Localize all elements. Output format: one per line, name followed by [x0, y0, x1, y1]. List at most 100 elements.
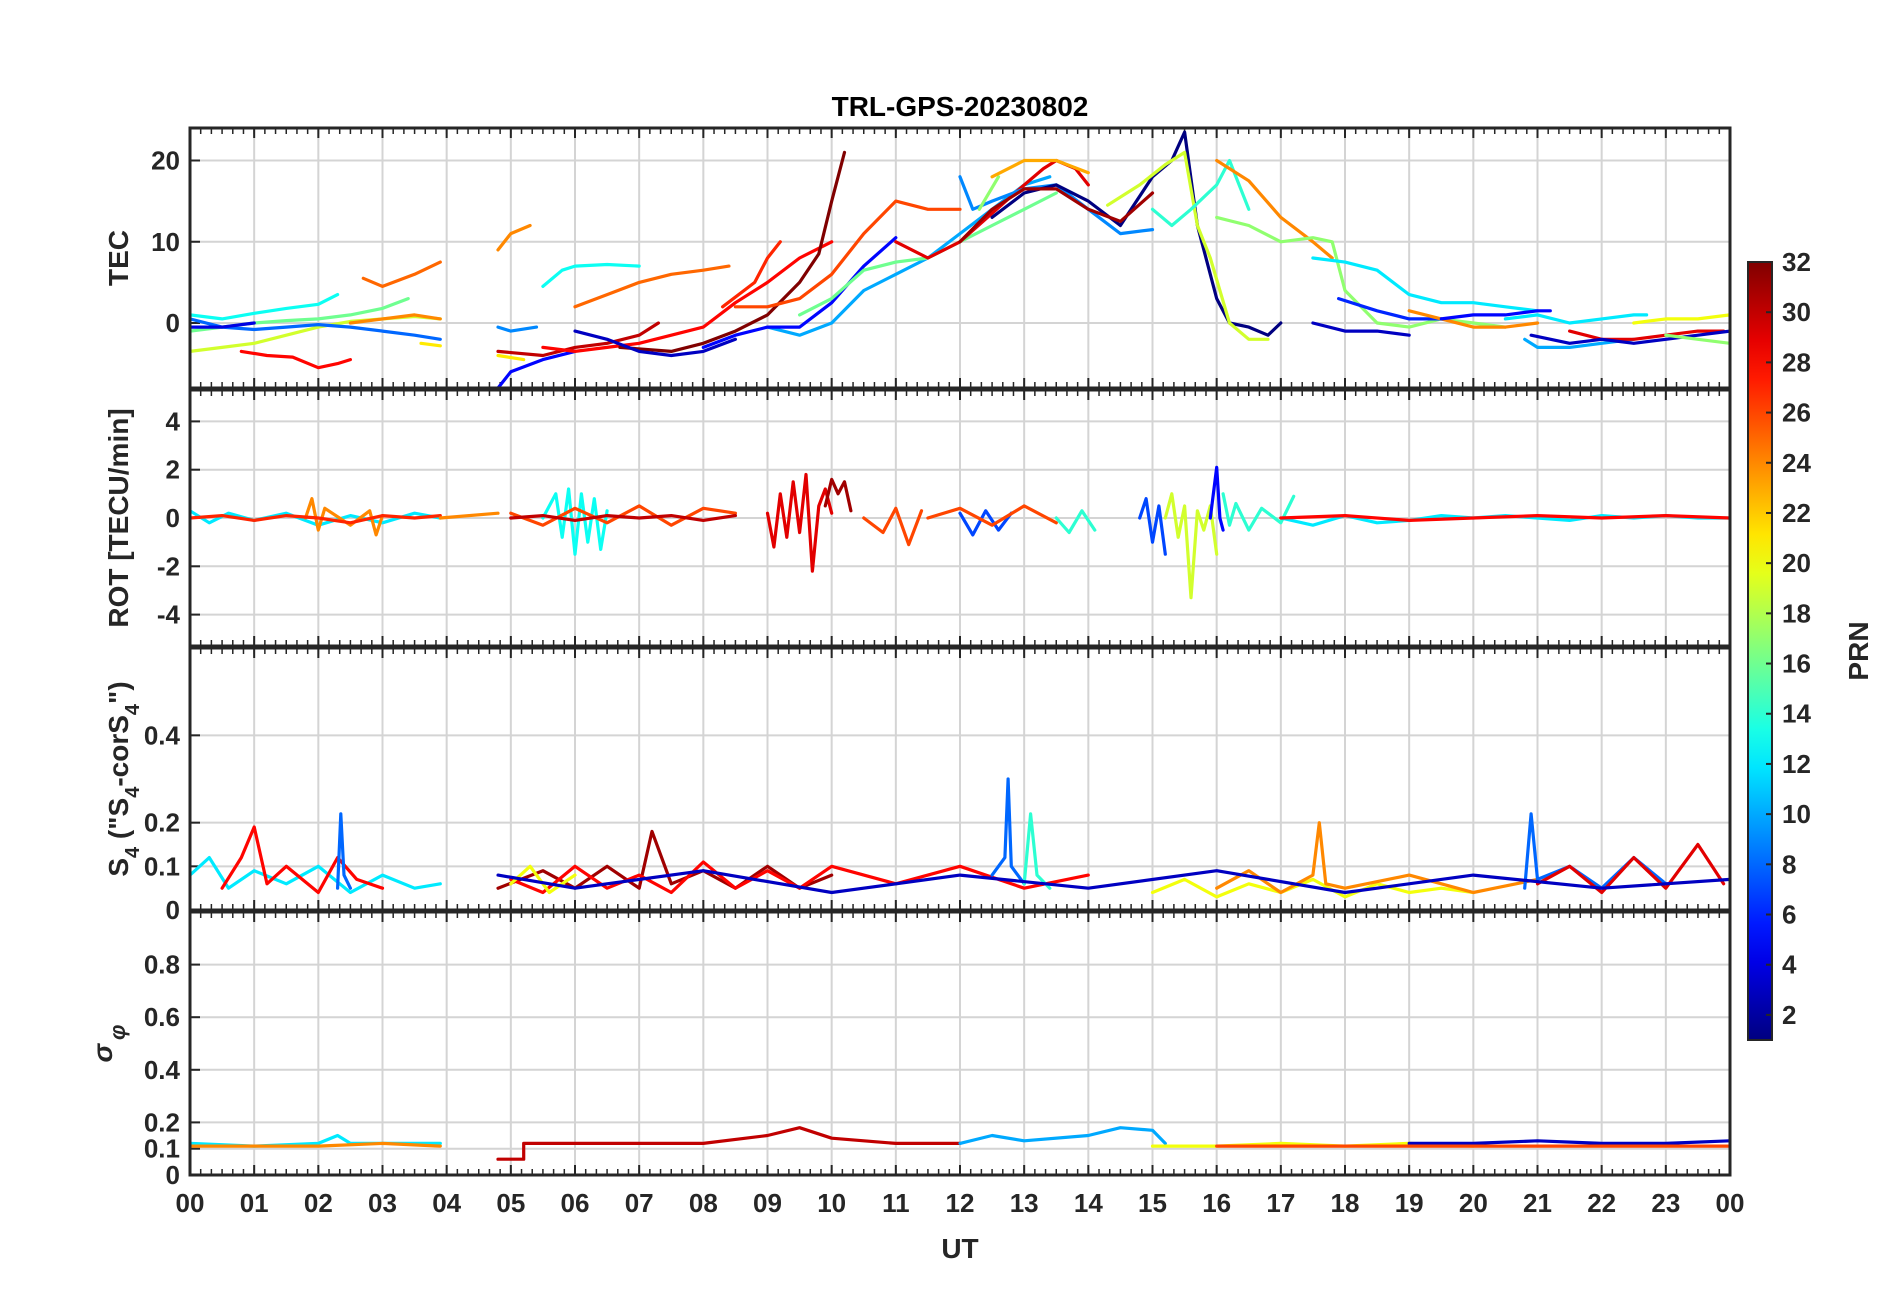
x-tick-label: 16 — [1202, 1188, 1231, 1218]
colorbar-tick-label: 4 — [1782, 950, 1797, 980]
x-tick-label: 19 — [1395, 1188, 1424, 1218]
colorbar-tick-label: 28 — [1782, 347, 1811, 377]
colorbar-gradient — [1747, 261, 1773, 1041]
tec-series-prn-9 — [496, 325, 539, 333]
tec-series-prn-13 — [190, 293, 340, 321]
tec-series-prn-30 — [496, 321, 661, 358]
s4-series-prn-31 — [496, 829, 834, 890]
tec-series-prn-25 — [361, 260, 442, 288]
sigma-phi-ytick-label: 0.1 — [144, 1134, 180, 1164]
s4-series-prn-8 — [990, 777, 1026, 886]
tec-series-prn-26 — [733, 199, 962, 309]
colorbar-tick-label: 26 — [1782, 398, 1811, 428]
rot-series-prn-24 — [438, 511, 500, 520]
tec-series-group — [190, 130, 1730, 388]
tec-y-axis-label: TEC — [103, 230, 134, 286]
x-tick-label: 13 — [1010, 1188, 1039, 1218]
tec-ytick-label: 0 — [166, 308, 180, 338]
rot-series-group — [190, 465, 1730, 600]
colorbar-tick-label: 6 — [1782, 900, 1796, 930]
sigma-phi-series-prn-10 — [958, 1126, 1167, 1146]
x-tick-label: 09 — [753, 1188, 782, 1218]
colorbar-tick-label: 30 — [1782, 297, 1811, 327]
s4-series-prn-3 — [496, 869, 1730, 895]
rot-series-prn-7 — [1138, 497, 1167, 556]
rot-series-prn-29 — [765, 472, 834, 573]
x-tick-labels: 00 01 02 03 04 05 06 07 08 09 10 11 12 13 14 15 16 17 18 19… — [176, 1188, 1745, 1218]
s4-series-group — [190, 777, 1730, 899]
tec-axes-frame — [188, 126, 1732, 390]
colorbar-tick-label: 32 — [1782, 247, 1811, 277]
s4-series-prn-28 — [509, 860, 1090, 895]
rot-ytick-label: -2 — [157, 551, 180, 581]
rot-panel: 4 2 0 -2 -4 ROT [TECU/min] — [103, 388, 1732, 648]
rot-ytick-label: 0 — [166, 503, 180, 533]
x-tick-label: 14 — [1074, 1188, 1103, 1218]
x-tick-label: 02 — [304, 1188, 333, 1218]
x-tick-label: 04 — [432, 1188, 461, 1218]
tec-series-prn-3 — [1311, 321, 1411, 337]
rot-series-prn-14 — [1221, 492, 1296, 532]
sigma-phi-series-prn-30 — [496, 1126, 962, 1161]
x-tick-label: 17 — [1266, 1188, 1295, 1218]
tec-series-prn-20 — [1632, 313, 1730, 325]
tec-series-prn-1 — [990, 130, 1283, 337]
s4-ytick-label: 0 — [166, 895, 180, 925]
tec-series-prn-4 — [190, 321, 256, 329]
sigma-phi-ytick-label: 0.8 — [144, 950, 180, 980]
x-tick-label: 00 — [176, 1188, 205, 1218]
colorbar-tick-label: 18 — [1782, 598, 1811, 628]
s4-ytick-label: 0.4 — [144, 720, 181, 750]
x-tick-label: 06 — [561, 1188, 590, 1218]
s4-panel: 0.4 0.2 0.1 0 S4 ("S4-corS4") — [103, 646, 1732, 925]
tec-series-prn-12 — [1311, 256, 1540, 313]
rot-ytick-label: -4 — [157, 600, 181, 630]
sigma-phi-y-axis-label: σφ — [87, 1024, 130, 1062]
sigma-phi-ytick-label: 0.6 — [144, 1002, 180, 1032]
tec-series-prn-13 — [541, 262, 641, 288]
tec-series-prn-28 — [239, 349, 352, 370]
colorbar-tick-label: 8 — [1782, 849, 1796, 879]
rot-series-prn-24 — [303, 497, 385, 537]
rot-series-prn-30 — [509, 513, 738, 523]
x-tick-label: 10 — [817, 1188, 846, 1218]
x-tick-label: 23 — [1651, 1188, 1680, 1218]
tec-series-prn-9 — [958, 175, 1155, 236]
rot-series-prn-31 — [823, 477, 853, 513]
tec-series-prn-5 — [1439, 309, 1552, 321]
tec-series-prn-12 — [1503, 313, 1649, 325]
tec-series-prn-3 — [573, 329, 738, 358]
tec-series-prn-24 — [348, 313, 442, 325]
rot-series-prn-26 — [509, 504, 738, 527]
tec-series-prn-17 — [1664, 333, 1730, 345]
tec-series-prn-24 — [496, 223, 532, 252]
x-tick-label: 21 — [1523, 1188, 1552, 1218]
x-tick-label: 07 — [625, 1188, 654, 1218]
rot-series-prn-14 — [1054, 509, 1097, 535]
colorbar-tick-label: 22 — [1782, 498, 1811, 528]
tec-series-prn-29 — [1567, 329, 1726, 341]
s4-ytick-label: 0.1 — [144, 851, 180, 881]
tec-series-prn-3 — [1529, 329, 1730, 345]
rot-series-prn-26 — [862, 506, 924, 547]
tec-series-prn-31 — [958, 187, 1155, 244]
rot-series-prn-26 — [926, 504, 1058, 527]
x-tick-label: 00 — [1716, 1188, 1745, 1218]
colorbar-tick-label: 12 — [1782, 749, 1811, 779]
x-tick-label: 12 — [946, 1188, 975, 1218]
tec-series-prn-23 — [990, 158, 1090, 179]
x-tick-label: 05 — [496, 1188, 525, 1218]
s4-series-prn-29 — [1535, 842, 1726, 895]
rot-series-prn-27 — [190, 513, 442, 525]
rot-ytick-label: 2 — [166, 455, 180, 485]
tec-series-prn-28 — [541, 240, 834, 353]
s4-ytick-label: 0.2 — [144, 808, 180, 838]
s4-series-prn-24 — [1215, 821, 1540, 895]
colorbar-tick-label: 16 — [1782, 649, 1811, 679]
colorbar-tick-label: 14 — [1782, 699, 1811, 729]
x-tick-label: 15 — [1138, 1188, 1167, 1218]
sigma-phi-axes-frame — [188, 910, 1732, 1177]
x-tick-label: 03 — [368, 1188, 397, 1218]
tec-series-prn-14 — [1150, 158, 1251, 228]
rot-ytick-label: 4 — [166, 406, 181, 436]
